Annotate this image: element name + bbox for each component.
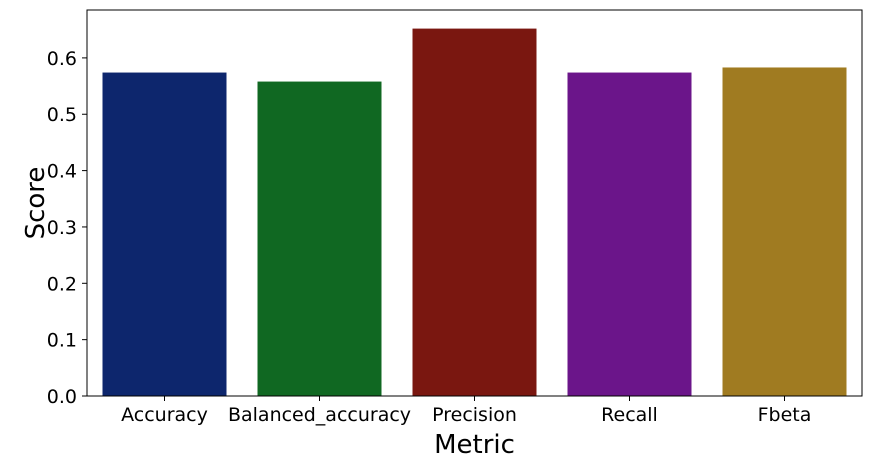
bar-recall <box>567 72 692 397</box>
x-tick-label: Accuracy <box>121 404 208 426</box>
bar-precision <box>412 28 537 397</box>
x-axis-ticks: Accuracy Balanced_accuracy Precision Recall… <box>121 396 811 426</box>
bars-layer <box>102 28 847 397</box>
y-tick-label: 0.4 <box>47 161 77 183</box>
x-axis-label: Metric <box>434 430 515 460</box>
y-tick-label: 0.0 <box>47 386 77 408</box>
bar-balanced-accuracy <box>257 81 382 396</box>
y-tick-label: 0.6 <box>47 48 77 70</box>
y-tick-label: 0.5 <box>47 104 77 126</box>
bar-fbeta <box>722 67 847 397</box>
y-axis-ticks: 0.0 0.1 0.2 0.3 0.4 0.5 0.6 <box>47 48 87 408</box>
bar-accuracy <box>102 72 227 397</box>
x-tick-label: Precision <box>432 404 517 426</box>
y-tick-label: 0.1 <box>47 330 77 352</box>
x-tick-label: Fbeta <box>758 404 812 426</box>
x-tick-label: Balanced_accuracy <box>228 404 411 426</box>
x-tick-label: Recall <box>601 404 658 426</box>
y-tick-label: 0.2 <box>47 273 77 295</box>
y-axis-label: Score <box>21 167 51 240</box>
y-tick-label: 0.3 <box>47 217 77 239</box>
